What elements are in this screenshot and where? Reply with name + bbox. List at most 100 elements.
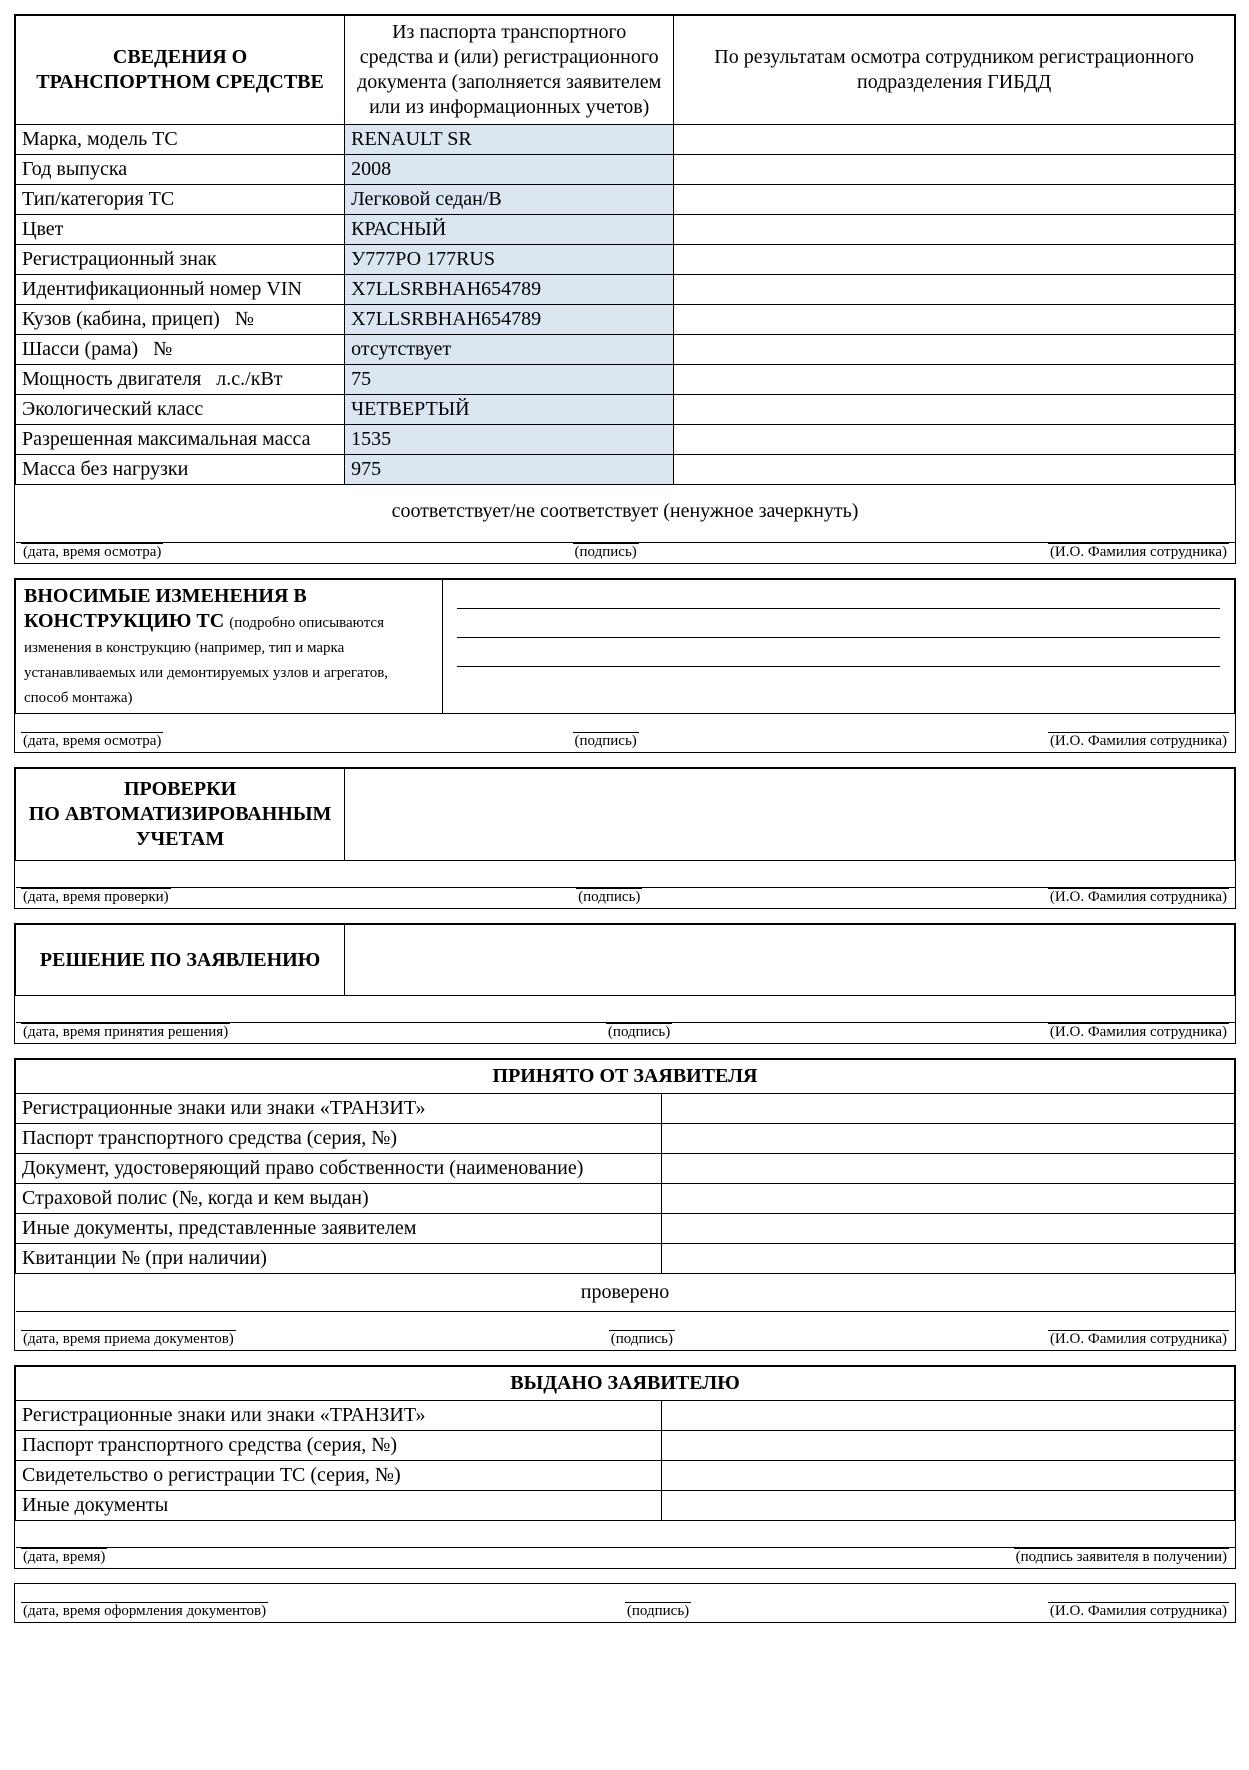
received-row-label: Документ, удостоверяющий право собственн…	[16, 1154, 662, 1184]
vehicle-row-inspection	[674, 125, 1235, 155]
conformity-text: соответствует/не соответствует (ненужное…	[16, 485, 1235, 543]
issued-title: ВЫДАНО ЗАЯВИТЕЛЮ	[16, 1367, 1235, 1401]
vehicle-row-inspection	[674, 305, 1235, 335]
issued-row-label: Регистрационные знаки или знаки «ТРАНЗИТ…	[16, 1401, 662, 1431]
sig-sign: (подпись)	[606, 1023, 672, 1041]
checks-title: ПРОВЕРКИ ПО АВТОМАТИЗИРОВАННЫМ УЧЕТАМ	[16, 769, 345, 861]
sig-row-checks: (дата, время проверки) (подпись) (И.О. Ф…	[15, 888, 1235, 908]
sig-date: (дата, время принятия решения)	[21, 1023, 230, 1041]
sig-fio: (И.О. Фамилия сотрудника)	[1048, 543, 1229, 561]
vehicle-row-inspection	[674, 215, 1235, 245]
vehicle-row-label: Регистрационный знак	[16, 245, 345, 275]
change-line	[457, 644, 1220, 667]
checked-text: проверено	[16, 1274, 1235, 1312]
sig-sign: (подпись)	[576, 888, 642, 906]
final-sig-section: (дата, время оформления документов) (под…	[14, 1583, 1236, 1623]
issued-row-value	[662, 1431, 1235, 1461]
vehicle-row-value: X7LLSRBHAH654789	[345, 275, 674, 305]
received-row-value	[662, 1094, 1235, 1124]
vehicle-row-value: Легковой седан/В	[345, 185, 674, 215]
vehicle-row-inspection	[674, 275, 1235, 305]
sig-row-changes: (дата, время осмотра) (подпись) (И.О. Фа…	[15, 732, 1235, 752]
vehicle-row-value: 2008	[345, 155, 674, 185]
received-row-label: Квитанции № (при наличии)	[16, 1244, 662, 1274]
sig-sign: (подпись)	[573, 732, 639, 750]
vehicle-row-value: КРАСНЫЙ	[345, 215, 674, 245]
vehicle-row-label: Масса без нагрузки	[16, 455, 345, 485]
vehicle-row-value: отсутствует	[345, 335, 674, 365]
decision-content	[345, 925, 1235, 996]
decision-section: РЕШЕНИЕ ПО ЗАЯВЛЕНИЮ (дата, время принят…	[14, 923, 1236, 1044]
sig-date: (дата, время приема документов)	[21, 1330, 236, 1348]
vehicle-col3: По результатам осмотра сотрудником регис…	[674, 16, 1235, 125]
vehicle-row-label: Год выпуска	[16, 155, 345, 185]
vehicle-row-label: Экологический класс	[16, 395, 345, 425]
received-row-label: Регистрационные знаки или знаки «ТРАНЗИТ…	[16, 1094, 662, 1124]
vehicle-row-inspection	[674, 185, 1235, 215]
sig-applicant: (подпись заявителя в получении)	[1014, 1548, 1229, 1566]
sig-sign: (подпись)	[625, 1602, 691, 1620]
sig-row-final: (дата, время оформления документов) (под…	[15, 1602, 1235, 1622]
received-row-label: Паспорт транспортного средства (серия, №…	[16, 1124, 662, 1154]
received-title: ПРИНЯТО ОТ ЗАЯВИТЕЛЯ	[16, 1060, 1235, 1094]
vehicle-row-label: Кузов (кабина, прицеп) №	[16, 305, 345, 335]
sig-fio: (И.О. Фамилия сотрудника)	[1048, 1023, 1229, 1041]
vehicle-info-section: СВЕДЕНИЯ О ТРАНСПОРТНОМ СРЕДСТВЕ Из пасп…	[14, 14, 1236, 564]
vehicle-row-label: Цвет	[16, 215, 345, 245]
vehicle-row-value: У777РО 177RUS	[345, 245, 674, 275]
change-line	[457, 615, 1220, 638]
sig-fio: (И.О. Фамилия сотрудника)	[1048, 888, 1229, 906]
vehicle-title: СВЕДЕНИЯ О ТРАНСПОРТНОМ СРЕДСТВЕ	[16, 16, 345, 125]
vehicle-row-value: X7LLSRBHAH654789	[345, 305, 674, 335]
vehicle-row-label: Мощность двигателя л.с./кВт	[16, 365, 345, 395]
sig-row-received: (дата, время приема документов) (подпись…	[15, 1330, 1235, 1350]
issued-row-label: Иные документы	[16, 1491, 662, 1521]
sig-date: (дата, время оформления документов)	[21, 1602, 268, 1620]
issued-row-value	[662, 1491, 1235, 1521]
vehicle-col2: Из паспорта транспортного средства и (ил…	[345, 16, 674, 125]
sig-row-inspect: (дата, время осмотра) (подпись) (И.О. Фа…	[15, 543, 1235, 563]
vehicle-row-inspection	[674, 365, 1235, 395]
sig-row-issued: (дата, время) (подпись заявителя в получ…	[15, 1548, 1235, 1568]
received-row-label: Страховой полис (№, когда и кем выдан)	[16, 1184, 662, 1214]
vehicle-row-value: 975	[345, 455, 674, 485]
sig-date: (дата, время)	[21, 1548, 107, 1566]
received-section: ПРИНЯТО ОТ ЗАЯВИТЕЛЯ Регистрационные зна…	[14, 1058, 1236, 1351]
vehicle-row-inspection	[674, 155, 1235, 185]
issued-row-label: Паспорт транспортного средства (серия, №…	[16, 1431, 662, 1461]
changes-lines-cell	[442, 580, 1234, 714]
received-row-label: Иные документы, представленные заявителе…	[16, 1214, 662, 1244]
received-row-value	[662, 1154, 1235, 1184]
received-row-value	[662, 1124, 1235, 1154]
change-line	[457, 586, 1220, 609]
issued-row-value	[662, 1461, 1235, 1491]
issued-gap	[16, 1521, 1235, 1548]
vehicle-row-value: ЧЕТВЕРТЫЙ	[345, 395, 674, 425]
received-row-value	[662, 1214, 1235, 1244]
received-row-value	[662, 1184, 1235, 1214]
vehicle-row-inspection	[674, 455, 1235, 485]
sig-date: (дата, время осмотра)	[21, 732, 163, 750]
sig-row-decision: (дата, время принятия решения) (подпись)…	[15, 1023, 1235, 1043]
checks-content	[345, 769, 1235, 861]
decision-title: РЕШЕНИЕ ПО ЗАЯВЛЕНИЮ	[16, 925, 345, 996]
sig-fio: (И.О. Фамилия сотрудника)	[1048, 732, 1229, 750]
sig-fio: (И.О. Фамилия сотрудника)	[1048, 1330, 1229, 1348]
received-row-value	[662, 1244, 1235, 1274]
vehicle-row-label: Идентификационный номер VIN	[16, 275, 345, 305]
issued-row-label: Свидетельство о регистрации ТС (серия, №…	[16, 1461, 662, 1491]
vehicle-row-label: Шасси (рама) №	[16, 335, 345, 365]
vehicle-row-value: 1535	[345, 425, 674, 455]
sig-date: (дата, время проверки)	[21, 888, 171, 906]
vehicle-row-value: RENAULT SR	[345, 125, 674, 155]
sig-fio: (И.О. Фамилия сотрудника)	[1048, 1602, 1229, 1620]
vehicle-row-inspection	[674, 335, 1235, 365]
vehicle-row-inspection	[674, 395, 1235, 425]
changes-section: ВНОСИМЫЕ ИЗМЕНЕНИЯ В КОНСТРУКЦИЮ ТС (под…	[14, 578, 1236, 753]
vehicle-row-label: Тип/категория ТС	[16, 185, 345, 215]
changes-title-cell: ВНОСИМЫЕ ИЗМЕНЕНИЯ В КОНСТРУКЦИЮ ТС (под…	[16, 580, 443, 714]
vehicle-table: СВЕДЕНИЯ О ТРАНСПОРТНОМ СРЕДСТВЕ Из пасп…	[15, 15, 1235, 543]
vehicle-row-label: Разрешенная максимальная масса	[16, 425, 345, 455]
sig-sign: (подпись)	[609, 1330, 675, 1348]
vehicle-row-inspection	[674, 245, 1235, 275]
